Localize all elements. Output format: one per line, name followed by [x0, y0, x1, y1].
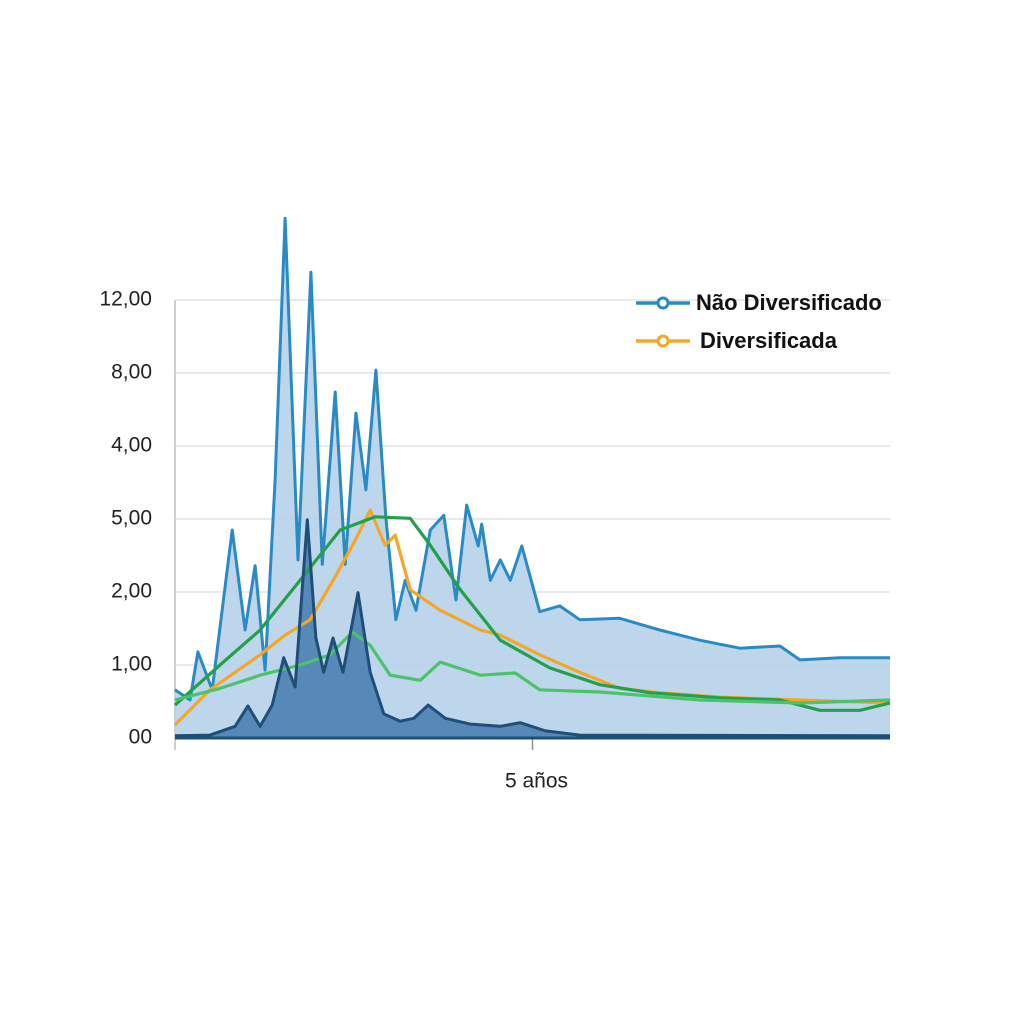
legend-marker — [656, 334, 670, 348]
x-tick-label: 5 años — [505, 770, 568, 793]
area — [175, 519, 890, 738]
y-tick-label: 5,00 — [111, 507, 152, 530]
y-tick-label: 8,00 — [111, 361, 152, 384]
line — [174, 216, 890, 702]
y-tick-label: 12,00 — [99, 288, 152, 311]
legend-marker — [656, 296, 670, 310]
y-tick-label: 00 — [129, 726, 152, 749]
legend-text: Não Diversificado — [696, 290, 882, 315]
y-tick-label: 4,00 — [111, 434, 152, 457]
legend-text: Diversificada — [700, 328, 838, 353]
line — [174, 518, 891, 738]
y-tick-label: 2,00 — [111, 580, 152, 603]
y-tick-label: 1,00 — [111, 653, 152, 676]
